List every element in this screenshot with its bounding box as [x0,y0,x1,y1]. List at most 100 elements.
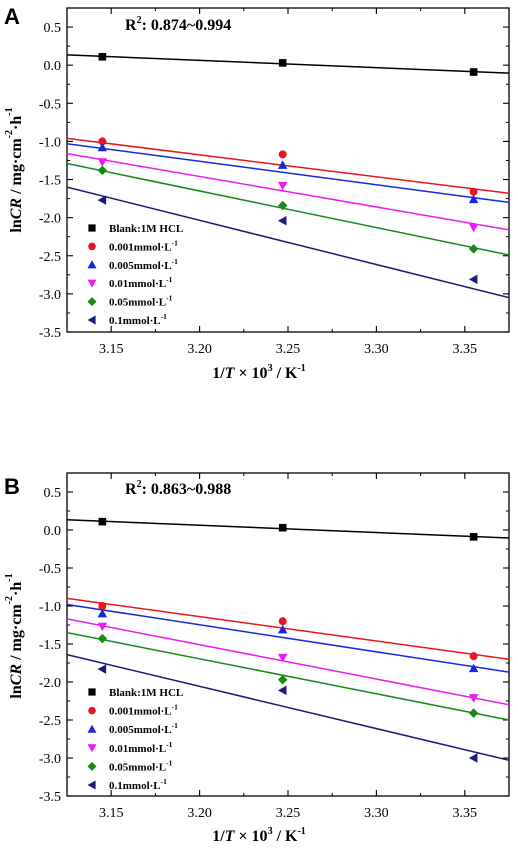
legend-marker [87,744,97,753]
legend-label: Blank:1M HCL [109,223,183,235]
y-label-sup: -2 [4,596,15,604]
data-point [277,674,288,685]
data-point [97,622,108,632]
x-label-part: × 10 [234,365,267,382]
y-tick-label: -0.5 [39,562,61,577]
data-point [98,517,107,526]
data-point [97,158,108,167]
data-point [468,753,478,763]
series-2 [66,142,510,204]
y-label-sup: -1 [4,107,15,115]
x-label-part: 1/ [212,365,225,382]
y-label-part: ln [8,219,25,232]
fit-line [66,54,510,74]
chart-panel-b: 3.15 3.20 3.25 3.30 3.35 0.5 0.0 -0.5 -1.0 -1.5 -2… [4,472,510,845]
data-point [277,685,287,696]
data-point [98,602,107,610]
legend-label-sup: -1 [161,777,167,786]
x-label-italic: T [225,365,236,382]
fit-line [66,603,510,673]
legend-label: 0.01mmol·L-1 [109,740,173,755]
legend-label-sup: -1 [166,758,172,767]
y-label-part: / mg·cm [8,138,25,198]
legend-label: 0.001mmol·L-1 [109,238,178,253]
data-point [278,59,287,67]
data-point [468,694,479,703]
x-tick-label: 3.15 [99,342,124,357]
legend-marker [87,297,97,307]
y-tick-label: -2.0 [39,676,61,691]
legend-label-sup: -1 [172,703,178,712]
y-tick-label: -2.0 [39,212,61,227]
y-label-sup: -2 [4,130,15,138]
y-tick-label: 0.5 [44,486,62,501]
y-tick-label: -3.5 [39,790,61,805]
data-point [469,68,478,76]
legend-label: 0.05mmol·L-1 [109,758,173,773]
legend-label-main: 0.05mmol·L [109,761,166,773]
legend-label: 0.01mmol·L-1 [109,275,173,290]
data-point [468,223,479,233]
x-label-sup: 3 [268,363,273,374]
series-0 [66,52,510,76]
data-point [468,244,479,254]
legend-label-main: 0.001mmol·L [109,706,172,718]
y-tick-label: -3.5 [39,326,61,341]
series-1 [66,597,510,661]
panel-label: B [4,474,20,499]
x-label-italic: T [225,828,236,845]
series-4 [66,162,510,256]
x-tick-label: 3.20 [187,342,212,357]
series-3 [66,618,510,706]
data-point [469,652,478,661]
fit-line [66,162,510,256]
legend-marker [87,724,97,733]
data-point [469,187,478,196]
x-tick-label: 3.30 [364,342,389,357]
legend-marker [87,780,96,790]
data-point [277,653,288,663]
legend-label: 0.1mmol·L-1 [109,777,167,792]
x-tick-label: 3.35 [453,806,478,821]
y-tick-label: 0.0 [44,524,62,539]
y-tick-label: -3.0 [39,288,61,303]
legend-label-main: 0.1mmol·L [109,315,161,327]
fit-line [66,186,510,299]
legend-label-sup: -1 [166,740,172,749]
legend-label: 0.005mmol·L-1 [109,257,178,272]
x-tick-label: 3.15 [99,806,124,821]
y-tick-label: -0.5 [39,97,61,112]
legend-label-sup: -1 [161,312,167,321]
legend: Blank:1M HCL0.001mmol·L-10.005mmol·L-10.… [87,687,183,792]
legend-label: 0.001mmol·L-1 [109,703,178,718]
annotation-sup: 2 [137,15,142,26]
x-axis-label: 1/T × 103 / K-1 [212,363,306,382]
x-label-part: 1/ [212,828,225,845]
fit-line [66,137,510,194]
legend-label-sup: -1 [166,294,172,303]
legend-label-sup: -1 [172,257,178,266]
chart-panel-a: 3.15 3.20 3.25 3.30 3.35 0.5 0.0 -0.5 -1.0 -1.5 -2… [4,4,510,382]
r-squared-annotation: R2: 0.874~0.994 [125,15,231,34]
data-point [278,150,287,159]
legend-label-sup: -1 [166,275,172,284]
annotation-main: R [125,481,137,498]
legend: Blank:1M HCL 0.001mmol·L-1 0.005mmol·L-1 0.… [87,223,183,327]
annotation-sup: 2 [137,479,142,490]
y-label-part: ·h [8,116,25,130]
legend-label: 0.05mmol·L-1 [109,294,173,309]
legend-label-main: Blank:1M HCL [109,687,183,699]
data-point [97,165,108,176]
legend-marker [87,260,97,269]
y-tick-label: 0.0 [44,59,62,74]
legend-label: 0.1mmol·L-1 [109,312,167,327]
y-tick-label: -1.5 [39,638,61,653]
series-5 [66,186,510,299]
data-point [97,633,108,644]
data-point [277,160,288,169]
legend-label: Blank:1M HCL [109,687,183,699]
data-point [468,663,479,673]
x-label-part: / K [273,365,298,382]
data-point [97,195,107,205]
